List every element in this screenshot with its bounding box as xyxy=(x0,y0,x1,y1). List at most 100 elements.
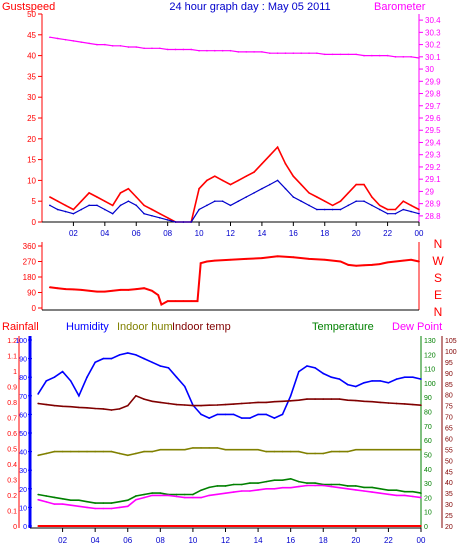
inhum-point xyxy=(240,448,243,451)
intemp-point xyxy=(298,399,300,401)
hum-point xyxy=(208,417,211,419)
intemp-point xyxy=(314,398,316,400)
compass-label: S xyxy=(434,271,442,285)
dew-point xyxy=(240,490,243,492)
temp-point xyxy=(257,482,259,484)
dew-point xyxy=(330,485,333,488)
humidity-tick-label: 50 xyxy=(19,431,27,438)
baro-point xyxy=(237,51,240,53)
gust-point xyxy=(268,154,271,157)
temp-point xyxy=(94,502,96,504)
temp-tick-label: 120 xyxy=(424,352,436,359)
gust-point xyxy=(49,196,51,198)
dew-tick-label: 85 xyxy=(445,382,453,389)
gust-point xyxy=(331,204,334,207)
legend-humidity: Humidity xyxy=(66,321,109,333)
dew-point xyxy=(387,493,390,496)
baro-tick-label: 29.8 xyxy=(425,90,441,99)
gust-point xyxy=(418,208,420,211)
inhum-point xyxy=(314,452,316,455)
x-tick-label: 18 xyxy=(320,229,329,238)
rain-point xyxy=(102,525,105,527)
dew-tick-label: 70 xyxy=(445,415,453,422)
hum-point xyxy=(216,413,219,416)
inhum-point xyxy=(224,448,227,451)
gust-point xyxy=(323,200,326,202)
hum-point xyxy=(289,395,292,397)
hum-point xyxy=(395,378,398,380)
gust-tick-label: 30 xyxy=(27,93,36,102)
gust-ticks: 0 5 10 15 20 25 30 35 40 45 50 xyxy=(27,10,42,227)
direction-tick-label: 0 xyxy=(32,304,37,313)
dew-tick-label: 100 xyxy=(445,349,457,356)
rain-tick-label: 0.4 xyxy=(7,462,17,469)
hum-point xyxy=(69,380,72,382)
baro-point xyxy=(221,49,224,52)
dew-point xyxy=(78,505,80,508)
rain-point xyxy=(338,525,341,527)
gust-tick-label: 40 xyxy=(27,52,36,61)
rain-point xyxy=(306,525,308,527)
gust-tick-label: 0 xyxy=(32,218,37,227)
wind-point xyxy=(371,204,373,207)
rain-tick-label: 0.7 xyxy=(7,416,17,423)
intemp-point xyxy=(126,404,129,407)
rain-point xyxy=(110,525,113,527)
dew-point xyxy=(37,498,39,501)
hum-point xyxy=(355,385,357,388)
hum-point xyxy=(175,376,178,379)
x-tick-label: 08 xyxy=(163,229,172,238)
baro-point xyxy=(111,45,114,47)
baro-tick-label: 29.2 xyxy=(425,163,441,172)
intemp-point xyxy=(257,401,259,404)
dew-tick-label: 75 xyxy=(445,404,453,411)
hum-point xyxy=(126,352,129,354)
gust-point xyxy=(276,146,279,148)
direction-point xyxy=(64,288,67,290)
rain-point xyxy=(249,525,251,527)
baro-point xyxy=(331,53,334,56)
baro-point xyxy=(104,43,106,46)
direction-point xyxy=(56,287,59,290)
rain-point xyxy=(208,525,211,527)
intemp-point xyxy=(240,402,243,405)
intemp-point xyxy=(151,400,153,403)
gust-point xyxy=(284,162,287,165)
x-tick-label: 04 xyxy=(91,536,100,545)
wind-point xyxy=(245,196,248,198)
temp-point xyxy=(387,489,390,492)
inhum-point xyxy=(338,450,341,453)
intemp-point xyxy=(53,404,56,407)
baro-point xyxy=(347,53,350,56)
hum-point xyxy=(298,370,300,373)
gust-point xyxy=(339,200,342,202)
wind-point xyxy=(323,208,326,211)
direction-point xyxy=(88,289,91,292)
temp-point xyxy=(379,488,382,490)
baro-point xyxy=(64,38,67,41)
wind-panel-series xyxy=(49,36,420,223)
temp-point xyxy=(143,493,145,496)
hum-point xyxy=(102,357,105,360)
dew-point xyxy=(338,486,341,489)
temp-tick-label: 10 xyxy=(424,510,432,517)
hum-point xyxy=(37,393,39,395)
dew-point xyxy=(151,494,153,497)
dew-point xyxy=(273,488,276,490)
intemp-point xyxy=(208,404,211,407)
x-tick-label: 00 xyxy=(417,536,426,545)
hum-point xyxy=(118,354,121,356)
wind-point xyxy=(159,217,161,219)
rain-point xyxy=(192,525,194,527)
gust-point xyxy=(198,187,200,190)
wind-point xyxy=(104,208,106,211)
hum-point xyxy=(346,383,349,386)
wind-point xyxy=(127,200,130,202)
rain-point xyxy=(363,525,365,527)
dew-tick-label: 40 xyxy=(445,480,453,487)
gust-tick-label: 45 xyxy=(27,31,36,40)
gust-point xyxy=(363,183,365,186)
rain-point xyxy=(403,525,406,527)
gust-tick-label: 5 xyxy=(32,197,37,206)
inhum-point xyxy=(289,450,292,453)
